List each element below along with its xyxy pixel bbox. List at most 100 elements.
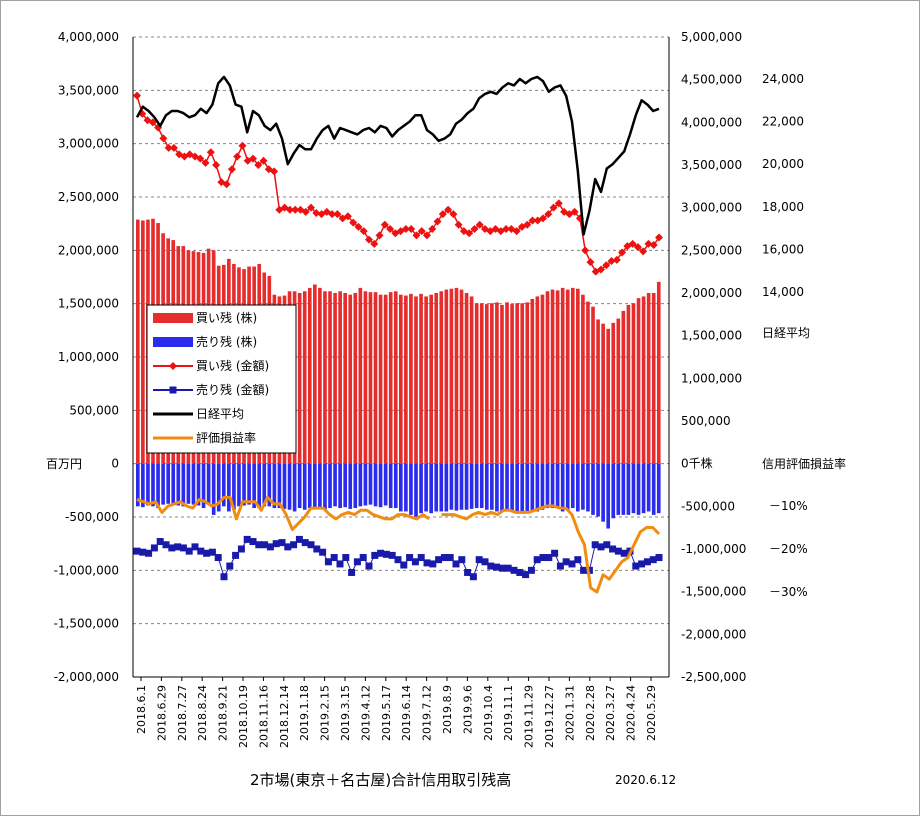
- buy-amount-line-point: [249, 154, 257, 163]
- sell-amount-line-point: [620, 549, 628, 557]
- buy-shares-bar: [409, 293, 413, 464]
- buy-shares-bar: [479, 303, 484, 464]
- sell-shares-bar: [307, 463, 312, 509]
- pnl-tick-label: －20%: [769, 542, 808, 556]
- sell-amount-line-point: [580, 566, 588, 574]
- buy-shares-bar: [500, 304, 504, 464]
- sell-amount-line-point: [597, 543, 605, 551]
- sell-amount-line-point: [168, 544, 176, 552]
- buy-shares-bar: [318, 287, 322, 464]
- sell-shares-bar: [201, 463, 206, 509]
- pnl-axis-label: 信用評価損益率: [762, 456, 846, 471]
- x-tick-label: 2018.9.21: [217, 685, 230, 741]
- sell-amount-line-point: [295, 535, 303, 543]
- sell-shares-bar: [247, 463, 251, 505]
- sell-amount-line-point: [411, 558, 419, 566]
- buy-shares-bar: [591, 306, 595, 464]
- sell-shares-bar: [439, 463, 444, 512]
- x-tick-label: 2019.6.14: [400, 685, 413, 741]
- sell-amount-line-point: [191, 543, 199, 551]
- x-tick-label: 2019.1.18: [298, 685, 311, 741]
- x-tick-label: 2019.2.15: [319, 685, 332, 741]
- buy-shares-bar: [515, 303, 519, 464]
- buy-shares-bar: [586, 301, 590, 464]
- sell-shares-bar: [151, 463, 155, 507]
- sell-shares-bar: [399, 463, 403, 512]
- sell-shares-bar: [221, 463, 226, 507]
- sell-amount-line-point: [603, 541, 611, 549]
- sell-amount-line-point: [446, 554, 454, 562]
- x-tick-label: 2020.2.28: [584, 685, 597, 741]
- x-tick-label: 2018.11.16: [257, 685, 270, 748]
- nikkei-tick-label: 18,000: [762, 200, 804, 214]
- sell-shares-bar: [474, 463, 479, 509]
- sell-shares-bar: [484, 463, 489, 510]
- sell-amount-line-point: [464, 568, 472, 576]
- sell-shares-bar: [333, 463, 337, 507]
- sell-amount-line-point: [261, 541, 269, 549]
- buy-shares-bar: [429, 294, 433, 464]
- sell-amount-line-point: [255, 541, 263, 549]
- buy-shares-bar: [651, 293, 656, 464]
- sell-amount-line-point: [249, 538, 257, 546]
- buy-amount-line-point: [259, 156, 268, 165]
- buy-amount-line-point: [438, 210, 447, 219]
- buy-shares-bar: [474, 303, 479, 464]
- sell-shares-bar: [186, 463, 191, 504]
- right-tick-label: 1,500,000: [681, 329, 742, 343]
- right-tick-label: -2,500,000: [681, 670, 746, 684]
- buy-shares-bar: [358, 287, 363, 464]
- sell-amount-line-point: [522, 571, 530, 579]
- buy-amount-line-point: [370, 239, 379, 248]
- buy-shares-bar: [302, 291, 307, 464]
- sell-shares-bar: [641, 463, 646, 514]
- sell-shares-bar: [156, 463, 160, 509]
- sell-amount-line-point: [382, 550, 390, 558]
- left-tick-label: -500,000: [65, 510, 119, 524]
- buy-amount-line-point: [412, 231, 421, 240]
- buy-shares-bar: [626, 304, 631, 464]
- sell-shares-bar: [348, 463, 353, 509]
- left-tick-label: 0: [111, 457, 119, 471]
- x-tick-label: 2019.4.12: [359, 685, 372, 741]
- buy-shares-bar: [656, 281, 661, 464]
- right-tick-label: 3,000,000: [681, 201, 742, 215]
- right-tick-label: 2,500,000: [681, 243, 742, 257]
- sell-amount-line-point: [406, 554, 414, 562]
- sell-amount-line-point: [371, 551, 379, 559]
- sell-amount-line-point: [504, 564, 512, 572]
- buy-shares-bar: [419, 293, 423, 464]
- sell-shares-bar: [378, 463, 383, 508]
- buy-shares-bar: [510, 304, 514, 464]
- buy-shares-bar: [484, 304, 489, 464]
- buy-shares-bar: [368, 292, 373, 464]
- buy-shares-bar: [459, 289, 464, 464]
- sell-amount-line-point: [185, 547, 193, 555]
- left-tick-label: 3,000,000: [58, 137, 119, 151]
- sell-shares-bar: [323, 463, 327, 510]
- buy-shares-bar: [631, 303, 636, 464]
- x-tick-label: 2020.3.27: [604, 685, 617, 741]
- sell-shares-bar: [181, 463, 186, 507]
- buy-amount-line-point: [201, 158, 210, 167]
- x-tick-label: 2019.9.6: [461, 685, 474, 734]
- x-tick-label: 2018.7.27: [176, 685, 189, 741]
- right-tick-label: 4,000,000: [681, 115, 742, 129]
- sell-shares-bar: [586, 463, 590, 512]
- sell-shares-bar: [576, 463, 580, 512]
- sell-shares-bar: [267, 463, 272, 507]
- sell-shares-bar: [616, 463, 621, 515]
- sell-shares-bar: [550, 463, 555, 509]
- buy-amount-line-point: [502, 225, 511, 233]
- sell-amount-line-point: [609, 545, 617, 553]
- sell-shares-bar: [383, 463, 388, 506]
- right-tick-label: -1,500,000: [681, 585, 746, 599]
- buy-amount-line-point: [196, 154, 205, 163]
- buy-amount-line-point: [407, 225, 416, 233]
- sell-amount-line-point: [498, 564, 506, 572]
- buy-shares-bar: [363, 291, 368, 464]
- sell-amount-line-point: [510, 566, 518, 574]
- buy-amount-line-point: [359, 227, 368, 236]
- buy-shares-bar: [469, 296, 474, 464]
- sell-amount-line-point: [133, 547, 141, 555]
